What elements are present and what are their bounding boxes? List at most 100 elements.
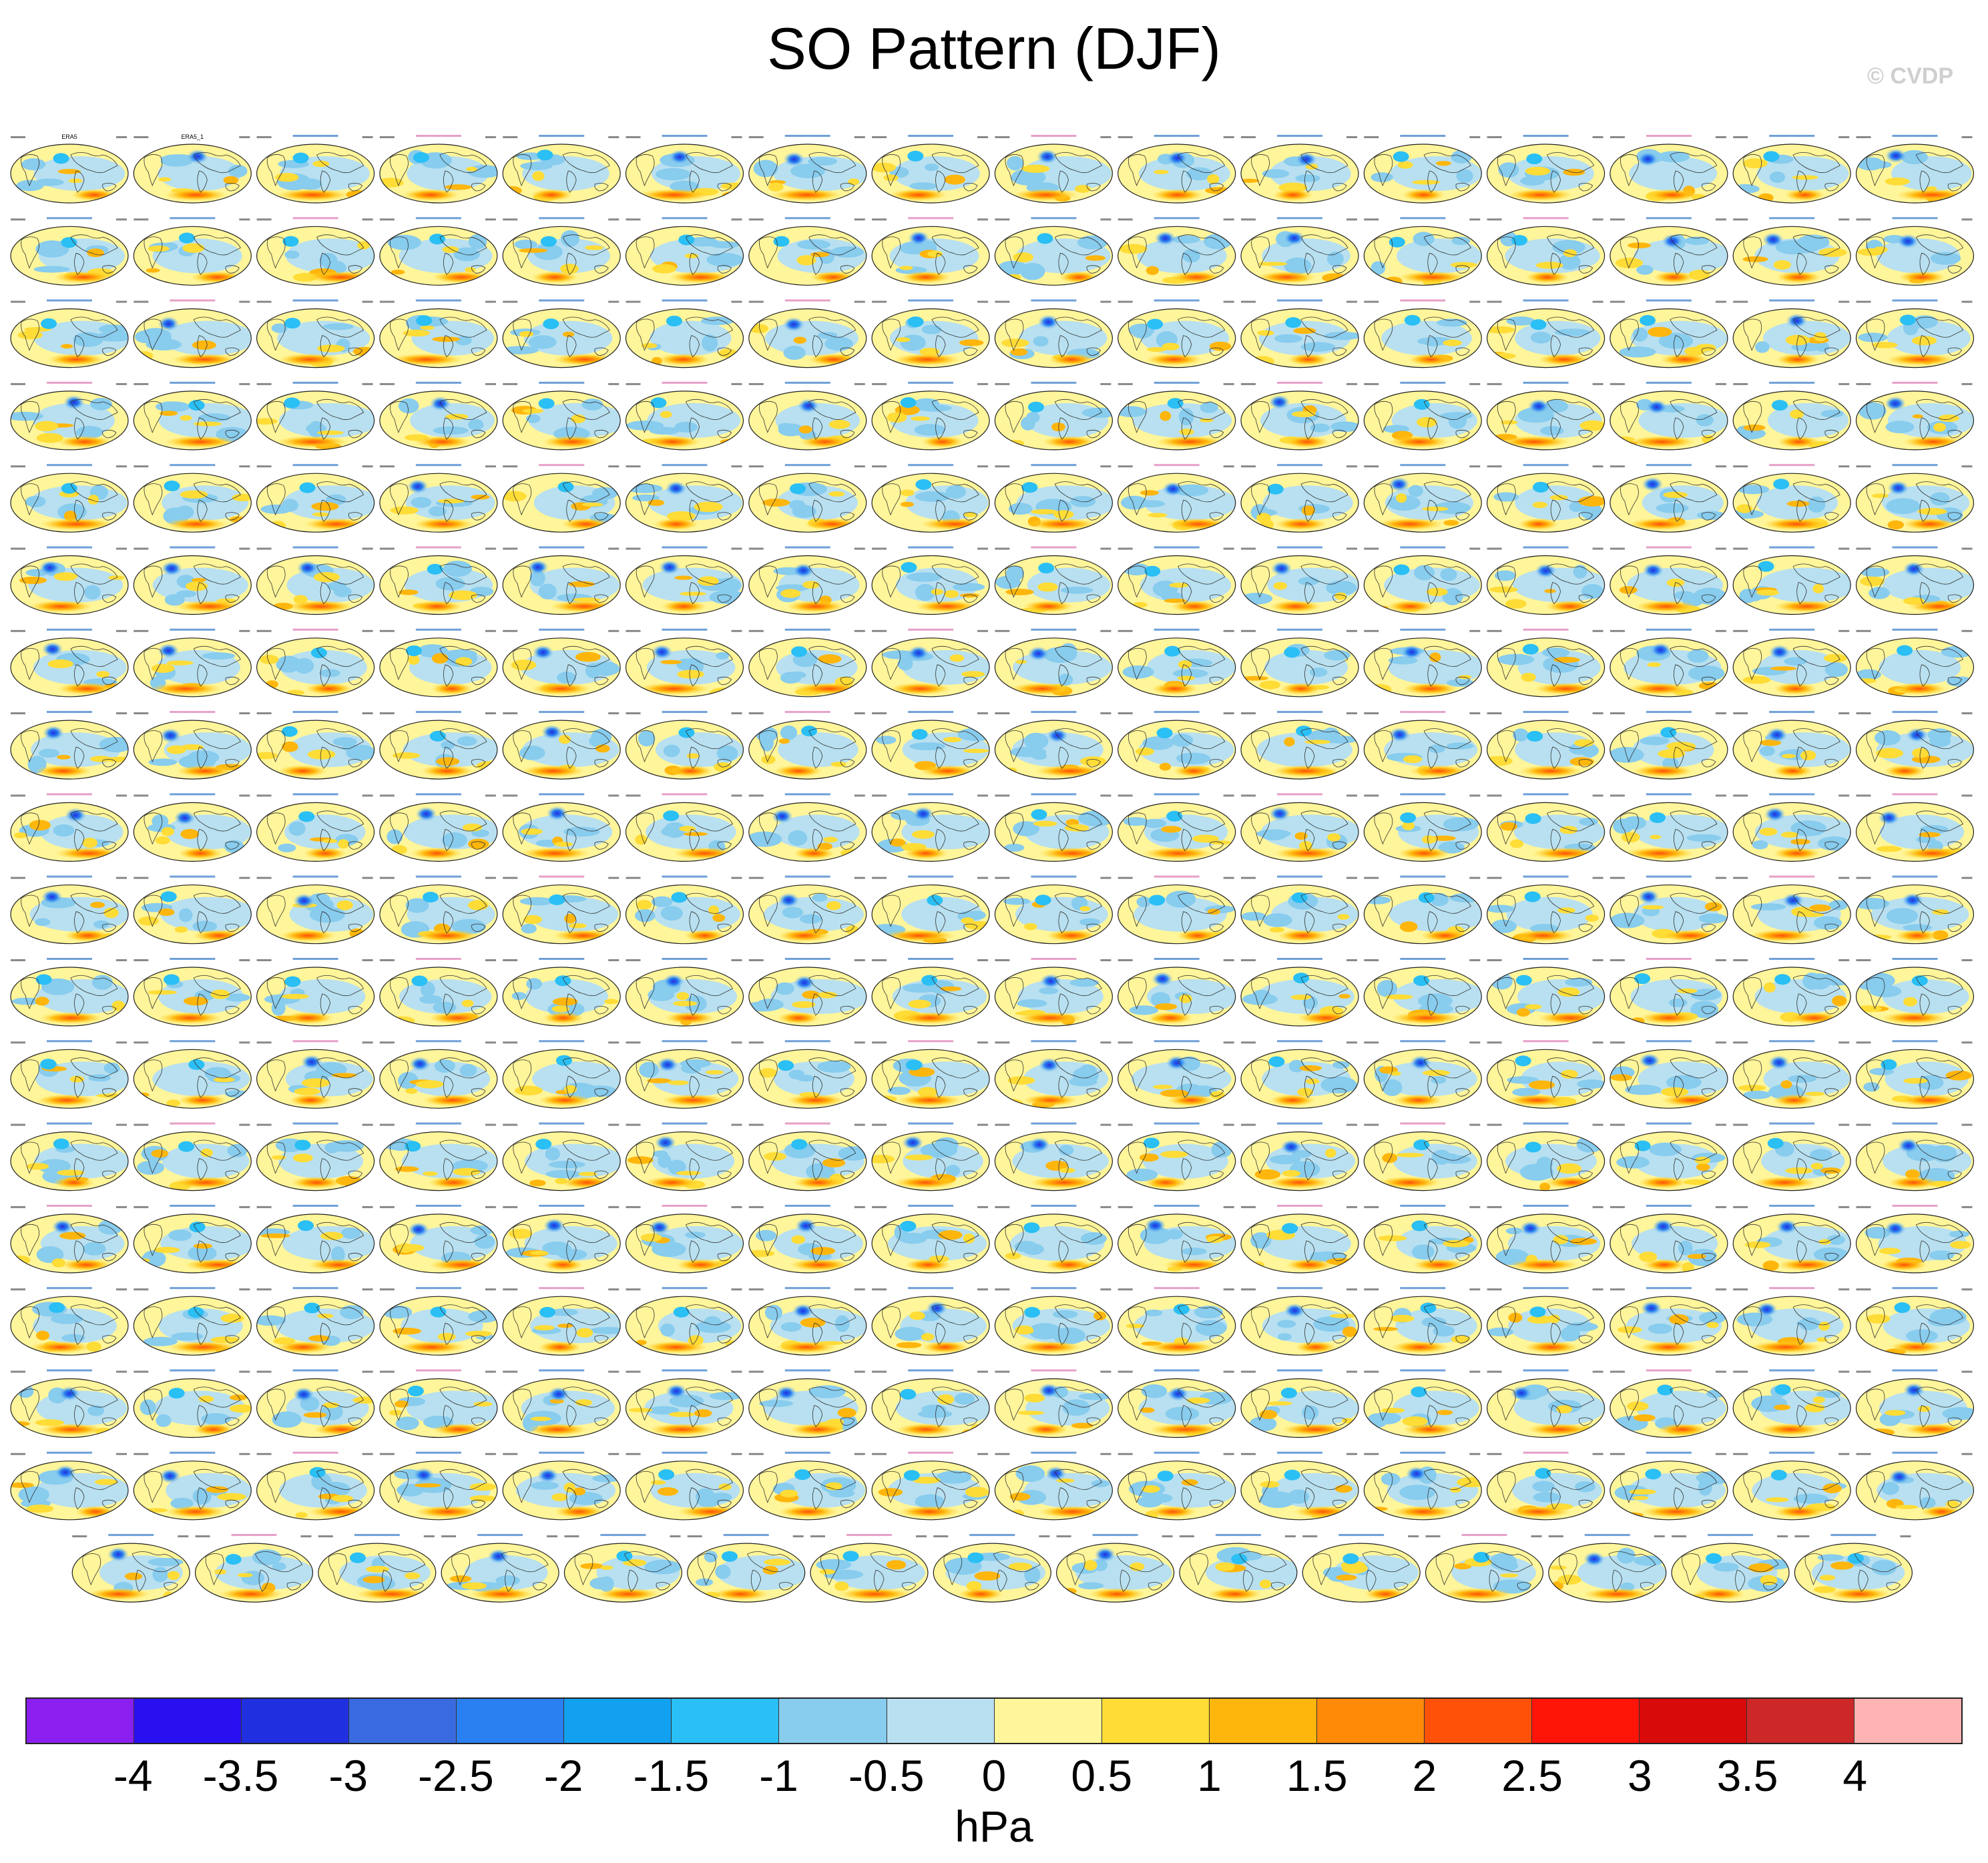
- map-panel: [133, 546, 252, 615]
- panel-title-mark: [1154, 135, 1200, 137]
- field-anomaly: [1007, 156, 1023, 171]
- field-anomaly: [1877, 238, 1961, 274]
- field-anomaly: [1119, 244, 1148, 254]
- field-anomaly: [1525, 813, 1541, 824]
- field-anomaly: [647, 1078, 672, 1083]
- field-anomaly: [519, 897, 555, 906]
- field-anomaly: [1027, 567, 1111, 603]
- field-anomaly: [43, 725, 65, 740]
- period-mark: [1733, 794, 1748, 797]
- field-anomaly: [65, 808, 87, 823]
- period-mark: [1733, 712, 1748, 715]
- correlation-mark: [1838, 547, 1850, 550]
- coastline: [390, 234, 487, 275]
- map-panel: [256, 299, 375, 368]
- field-anomaly: [652, 264, 676, 274]
- field-anomaly: [1030, 509, 1058, 515]
- panel-title-mark: [47, 628, 92, 631]
- field-anomaly: [272, 1411, 302, 1428]
- correlation-mark: [1284, 1535, 1296, 1538]
- correlation-mark: [731, 218, 742, 221]
- panel-title-mark: [1338, 1534, 1385, 1537]
- field-anomaly: [907, 572, 942, 582]
- field-anomaly: [193, 1243, 212, 1249]
- field-anomaly: [1818, 1321, 1830, 1331]
- panel-title-mark: [170, 299, 216, 302]
- field-anomaly: [1270, 1094, 1316, 1107]
- field-anomaly: [436, 757, 460, 766]
- period-mark: [134, 300, 149, 303]
- field-anomaly: [1755, 341, 1770, 353]
- field-anomaly: [427, 563, 443, 575]
- period-mark: [1856, 1123, 1871, 1126]
- field-anomaly: [1385, 994, 1413, 1000]
- field-anomaly: [1389, 435, 1450, 448]
- coastline: [1743, 481, 1840, 522]
- field-anomaly: [1294, 832, 1308, 840]
- field-anomaly: [49, 1302, 65, 1313]
- field-anomaly: [789, 1423, 846, 1436]
- period-mark: [1794, 1535, 1810, 1538]
- panel-title-mark: [784, 135, 830, 137]
- field-anomaly: [1743, 424, 1766, 431]
- field-anomaly: [1117, 406, 1146, 417]
- period-mark: [872, 218, 887, 221]
- field-anomaly: [35, 974, 52, 985]
- field-anomaly: [1140, 1407, 1155, 1413]
- colorbar-units: hPa: [955, 1802, 1033, 1851]
- coastline: [1497, 1386, 1595, 1428]
- correlation-mark: [362, 1206, 373, 1208]
- field-anomaly: [1146, 353, 1202, 366]
- field-anomaly: [213, 1077, 235, 1083]
- field-anomaly: [1810, 1163, 1823, 1170]
- map-panel: [441, 1534, 559, 1603]
- field-anomaly: [648, 499, 665, 507]
- field-anomaly: [313, 1423, 370, 1436]
- map-outline: [133, 1049, 252, 1109]
- map-panel: [748, 1040, 867, 1109]
- field-anomaly: [29, 600, 93, 613]
- coastline: [390, 1222, 487, 1263]
- field-anomaly: [788, 830, 808, 846]
- field-anomaly: [1241, 593, 1273, 605]
- panel-title-mark: [1400, 299, 1446, 302]
- field-anomaly: [21, 158, 46, 171]
- correlation-mark: [977, 1041, 989, 1044]
- map-outline: [256, 884, 375, 945]
- map-panel: [256, 1122, 375, 1191]
- correlation-mark: [608, 794, 619, 797]
- field-anomaly: [1272, 765, 1339, 778]
- field-anomaly: [528, 335, 557, 349]
- field-anomaly: [1657, 1423, 1708, 1436]
- coastline: [1128, 234, 1226, 275]
- coastline: [882, 316, 979, 358]
- field-anomaly: [519, 745, 545, 760]
- period-mark: [1117, 1288, 1133, 1291]
- field-anomaly: [1144, 565, 1161, 577]
- field-anomaly: [1013, 252, 1033, 263]
- colorbar-ticks: -4 -3.5 -3 -2.5 -2 -1.5 -1 -0.5 0 0.5 1 1.5 2 2.5 3 3.5…: [25, 1750, 1963, 1804]
- coastline: [882, 645, 979, 687]
- panel-title-mark: [1892, 793, 1938, 796]
- panel-title-mark: [1277, 1204, 1322, 1207]
- field-anomaly: [523, 914, 542, 924]
- panel-title-mark: [1277, 958, 1322, 960]
- field-anomaly: [1443, 339, 1462, 346]
- field-anomaly: [1378, 1235, 1407, 1242]
- coastline: [636, 892, 734, 934]
- map-panel: [1363, 875, 1482, 945]
- field-anomaly: [1872, 342, 1898, 348]
- coastline: [636, 1222, 734, 1263]
- field-anomaly: [1867, 160, 1892, 169]
- panel-title-mark: [1523, 1369, 1569, 1372]
- panel-title-mark: [539, 1369, 585, 1372]
- field-anomaly: [1146, 346, 1167, 352]
- coastline: [759, 1469, 856, 1510]
- coastline: [144, 234, 241, 275]
- map-panel: [502, 1369, 621, 1438]
- field-anomaly: [1569, 1238, 1597, 1246]
- field-anomaly: [1628, 682, 1691, 695]
- field-anomaly: [1159, 762, 1172, 771]
- field-anomaly: [1342, 1553, 1359, 1565]
- field-anomaly: [241, 1571, 265, 1585]
